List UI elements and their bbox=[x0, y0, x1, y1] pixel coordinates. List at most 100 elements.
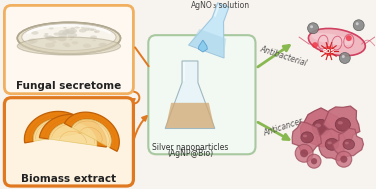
Polygon shape bbox=[292, 122, 321, 154]
Ellipse shape bbox=[327, 141, 332, 144]
FancyBboxPatch shape bbox=[5, 98, 133, 186]
Polygon shape bbox=[33, 119, 79, 141]
Ellipse shape bbox=[308, 29, 365, 56]
Ellipse shape bbox=[75, 26, 80, 29]
Ellipse shape bbox=[70, 37, 74, 39]
Ellipse shape bbox=[22, 24, 116, 50]
Polygon shape bbox=[166, 103, 214, 128]
Ellipse shape bbox=[79, 29, 86, 33]
Ellipse shape bbox=[71, 27, 75, 29]
Circle shape bbox=[310, 25, 313, 28]
Ellipse shape bbox=[28, 39, 38, 43]
Ellipse shape bbox=[65, 29, 69, 31]
Circle shape bbox=[336, 151, 352, 167]
Ellipse shape bbox=[58, 37, 67, 41]
Ellipse shape bbox=[303, 135, 307, 137]
Circle shape bbox=[346, 35, 352, 41]
Ellipse shape bbox=[69, 39, 73, 40]
Polygon shape bbox=[165, 61, 215, 129]
Ellipse shape bbox=[90, 35, 97, 39]
Circle shape bbox=[324, 46, 334, 56]
Polygon shape bbox=[199, 40, 207, 52]
Ellipse shape bbox=[345, 142, 349, 144]
Polygon shape bbox=[214, 4, 220, 17]
Text: Anticancer: Anticancer bbox=[262, 117, 304, 138]
Ellipse shape bbox=[100, 43, 106, 46]
Ellipse shape bbox=[312, 119, 330, 135]
Ellipse shape bbox=[67, 33, 77, 38]
Circle shape bbox=[295, 144, 313, 162]
Text: Biomass extract: Biomass extract bbox=[21, 174, 117, 184]
Polygon shape bbox=[49, 122, 97, 146]
Ellipse shape bbox=[61, 38, 64, 39]
Text: ₃ solution: ₃ solution bbox=[213, 1, 249, 10]
Text: Antibacterial: Antibacterial bbox=[259, 44, 308, 68]
Circle shape bbox=[308, 23, 318, 34]
Polygon shape bbox=[183, 62, 185, 81]
Ellipse shape bbox=[92, 40, 96, 41]
Polygon shape bbox=[64, 112, 119, 151]
Ellipse shape bbox=[88, 27, 96, 31]
Polygon shape bbox=[332, 128, 364, 158]
Polygon shape bbox=[189, 3, 229, 58]
Ellipse shape bbox=[85, 29, 89, 31]
Ellipse shape bbox=[54, 33, 60, 36]
Ellipse shape bbox=[58, 33, 67, 38]
Ellipse shape bbox=[57, 36, 67, 41]
Ellipse shape bbox=[52, 41, 56, 43]
Ellipse shape bbox=[301, 132, 313, 143]
Ellipse shape bbox=[343, 139, 355, 149]
Ellipse shape bbox=[45, 43, 55, 48]
Circle shape bbox=[340, 156, 347, 163]
Ellipse shape bbox=[45, 36, 54, 40]
FancyBboxPatch shape bbox=[5, 5, 133, 94]
Ellipse shape bbox=[49, 27, 54, 29]
Polygon shape bbox=[72, 119, 111, 147]
Circle shape bbox=[340, 53, 350, 64]
Ellipse shape bbox=[67, 30, 75, 34]
Ellipse shape bbox=[18, 37, 120, 53]
Ellipse shape bbox=[45, 36, 55, 41]
Circle shape bbox=[356, 22, 359, 25]
Ellipse shape bbox=[31, 31, 39, 35]
Ellipse shape bbox=[325, 138, 339, 150]
Ellipse shape bbox=[66, 28, 77, 34]
Ellipse shape bbox=[83, 44, 91, 48]
Ellipse shape bbox=[44, 35, 48, 37]
Ellipse shape bbox=[338, 121, 343, 125]
Ellipse shape bbox=[58, 30, 69, 35]
Ellipse shape bbox=[28, 40, 36, 44]
Text: ROS: ROS bbox=[323, 49, 335, 53]
Polygon shape bbox=[316, 129, 346, 161]
Ellipse shape bbox=[65, 44, 71, 47]
Circle shape bbox=[342, 55, 345, 58]
Circle shape bbox=[307, 154, 321, 168]
Circle shape bbox=[312, 42, 318, 48]
Text: Fungal secretome: Fungal secretome bbox=[16, 81, 121, 91]
Ellipse shape bbox=[91, 29, 94, 30]
Ellipse shape bbox=[98, 43, 107, 47]
Polygon shape bbox=[300, 108, 343, 147]
Circle shape bbox=[353, 20, 364, 31]
Polygon shape bbox=[24, 111, 87, 143]
Ellipse shape bbox=[81, 25, 89, 29]
Polygon shape bbox=[323, 106, 360, 143]
Ellipse shape bbox=[63, 43, 70, 46]
Ellipse shape bbox=[94, 30, 100, 33]
Ellipse shape bbox=[55, 37, 61, 40]
Text: Silver nanoparticles: Silver nanoparticles bbox=[152, 143, 228, 152]
Text: AgNO: AgNO bbox=[191, 1, 213, 10]
Ellipse shape bbox=[17, 37, 121, 55]
Circle shape bbox=[311, 158, 317, 164]
Ellipse shape bbox=[315, 123, 321, 127]
FancyBboxPatch shape bbox=[148, 35, 255, 154]
Ellipse shape bbox=[63, 27, 67, 29]
Text: (AgNP@Bio): (AgNP@Bio) bbox=[167, 149, 213, 158]
Polygon shape bbox=[39, 115, 106, 147]
Ellipse shape bbox=[94, 31, 97, 33]
Ellipse shape bbox=[71, 41, 78, 44]
Polygon shape bbox=[189, 29, 226, 57]
Ellipse shape bbox=[62, 31, 69, 34]
Ellipse shape bbox=[49, 36, 58, 41]
Circle shape bbox=[300, 149, 308, 157]
